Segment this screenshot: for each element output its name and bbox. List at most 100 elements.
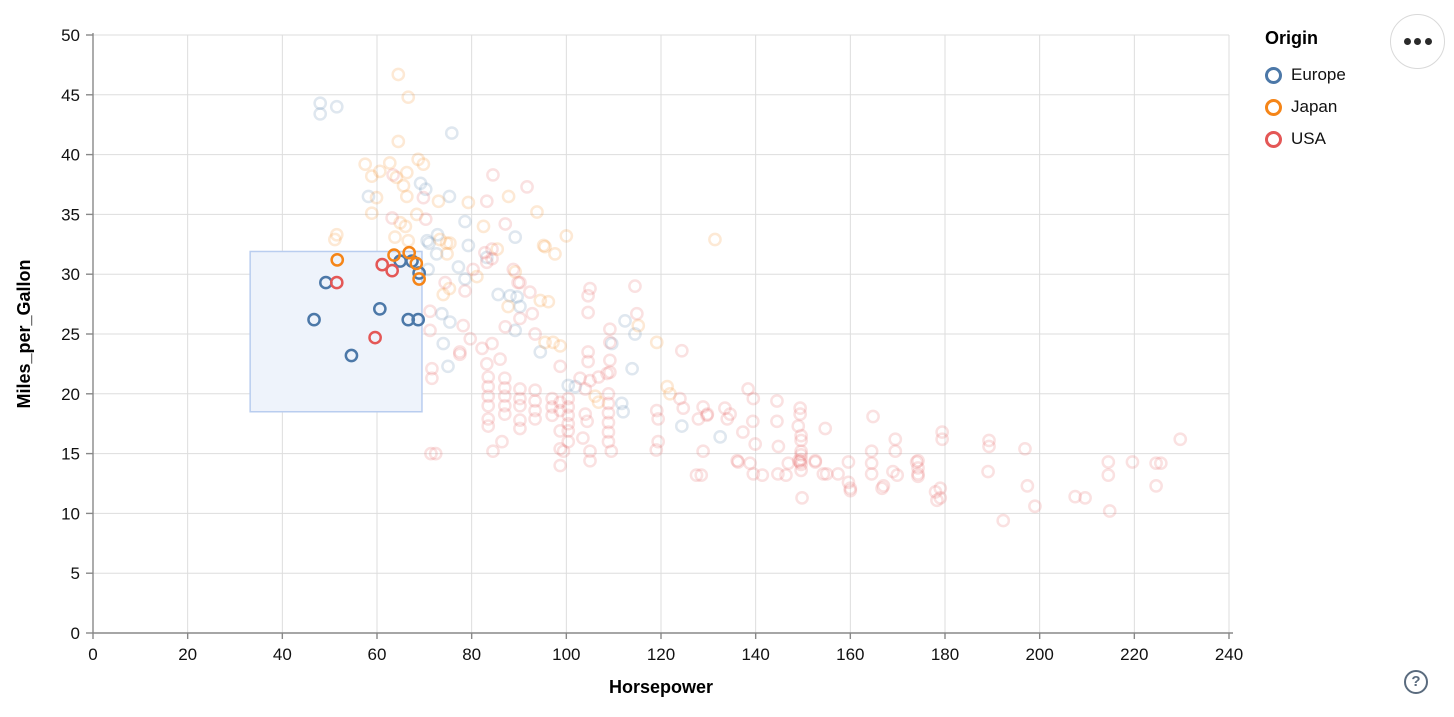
point-usa-faded [456, 318, 470, 333]
point-usa-faded [561, 434, 576, 449]
point-usa-faded [583, 281, 597, 296]
point-usa-faded [819, 467, 834, 481]
point-usa-faded [888, 444, 903, 459]
point-usa-faded [553, 441, 568, 456]
point-usa-faded [808, 453, 823, 468]
point-usa-faded [497, 407, 512, 421]
point-usa-faded [486, 444, 500, 459]
point-japan-faded [588, 389, 603, 404]
point-usa-faded [601, 406, 616, 420]
point-japan-faded [399, 165, 414, 180]
point-usa-faded [1153, 456, 1168, 471]
point-usa-faded [770, 414, 784, 429]
point-usa-faded [866, 409, 880, 424]
point-japan-faded [508, 264, 523, 279]
point-japan-faded [443, 236, 457, 250]
point-usa-faded [1101, 455, 1116, 469]
point-japan-faded [649, 335, 664, 350]
point-usa-faded [1173, 432, 1188, 447]
point-usa-faded [649, 443, 664, 457]
point-europe-faded [616, 404, 630, 419]
legend-item-usa[interactable]: USA [1263, 123, 1346, 155]
japan-ring-icon [1265, 98, 1282, 116]
point-europe-faded [422, 236, 436, 250]
point-usa-faded [696, 444, 710, 459]
point-usa-faded [423, 304, 437, 319]
point-usa-selected [329, 275, 344, 290]
point-usa-faded [911, 469, 925, 484]
point-japan-faded [470, 269, 484, 284]
help-icon[interactable]: ? [1404, 670, 1428, 694]
point-usa-faded [528, 327, 542, 341]
point-usa-faded [425, 361, 439, 376]
point-usa-faded [561, 391, 576, 406]
y-axis-tick-label: 0 [71, 624, 80, 643]
legend-item-europe[interactable]: Europe [1263, 59, 1346, 91]
y-axis-title: Miles_per_Gallon [14, 259, 34, 408]
x-axis-tick-label: 80 [462, 645, 481, 664]
point-usa-faded [649, 403, 664, 418]
point-usa-faded [928, 485, 943, 499]
europe-ring-icon [1265, 66, 1282, 84]
point-europe-faded [461, 238, 476, 253]
point-japan-faded [501, 299, 515, 314]
point-usa-faded [816, 467, 831, 481]
y-axis-tick-label: 35 [61, 205, 80, 224]
point-usa-faded [506, 262, 521, 277]
point-europe-faded [508, 230, 523, 244]
point-japan-faded [440, 247, 454, 261]
point-usa-faded [511, 275, 525, 290]
point-usa-faded [495, 434, 509, 449]
point-europe-faded [418, 182, 433, 197]
y-axis-tick-label: 10 [61, 504, 80, 523]
usa-ring-icon [1265, 130, 1282, 148]
point-europe-faded [479, 250, 494, 265]
point-usa-faded [424, 446, 438, 461]
point-japan-selected [387, 248, 401, 262]
point-japan-selected [409, 256, 424, 271]
x-axis-tick-label: 220 [1120, 645, 1148, 664]
point-usa-faded [481, 389, 496, 404]
point-usa-faded [573, 371, 587, 386]
point-usa-faded [600, 366, 614, 381]
point-europe-faded [429, 247, 444, 261]
point-japan-faded [391, 67, 406, 82]
point-japan-faded [399, 189, 414, 204]
legend-item-japan[interactable]: Japan [1263, 91, 1346, 123]
point-japan-selected [412, 272, 426, 286]
point-usa-faded [486, 168, 500, 182]
legend: Origin Europe Japan USA [1263, 28, 1346, 155]
point-usa-faded [736, 425, 750, 439]
actions-menu-button[interactable] [1390, 14, 1445, 69]
point-europe-faded [458, 214, 472, 229]
point-usa-faded [676, 401, 691, 416]
point-japan-faded [490, 242, 505, 256]
point-usa-faded [795, 491, 809, 505]
point-usa-faded [578, 382, 593, 396]
point-usa-faded [793, 401, 808, 416]
point-usa-faded [755, 468, 770, 482]
point-usa-faded [556, 444, 571, 459]
point-usa-faded [673, 391, 687, 406]
point-usa-faded [1101, 468, 1116, 482]
point-usa-faded [561, 400, 576, 414]
point-usa-faded [1068, 489, 1083, 504]
point-usa-faded [604, 444, 619, 459]
point-usa-faded [748, 437, 763, 451]
point-usa-faded [911, 461, 925, 475]
point-usa-faded [423, 323, 437, 338]
point-usa-faded [1028, 499, 1042, 514]
y-axis-tick-label: 5 [71, 564, 80, 583]
point-usa-faded [794, 447, 808, 462]
point-usa-faded [479, 357, 494, 371]
point-usa-faded [497, 398, 512, 413]
point-europe-faded [436, 336, 451, 351]
point-europe-faded [458, 272, 472, 286]
point-usa-faded [528, 383, 542, 398]
point-japan-faded [329, 227, 344, 242]
ellipsis-icon [1403, 38, 1411, 45]
point-usa-faded [793, 455, 808, 469]
point-usa-faded [581, 345, 595, 359]
